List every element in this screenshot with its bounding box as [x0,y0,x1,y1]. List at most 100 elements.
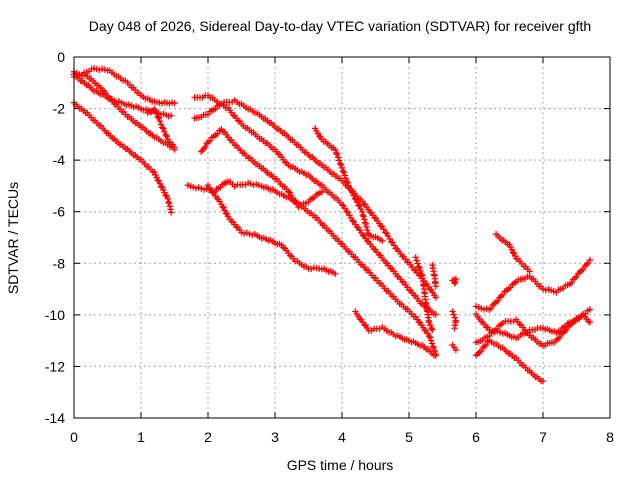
y-tick-label: -14 [45,410,65,426]
series-track-2 [70,68,178,153]
data-point [162,131,169,139]
series-track-5 [144,106,178,151]
series-track-10 [204,181,339,278]
series-track-6 [191,92,439,318]
data-point [418,270,425,278]
data-point [346,185,354,192]
data-point [509,249,517,256]
series-track-16 [449,308,460,332]
data-point [161,128,168,135]
data-point [427,321,434,329]
series-track-17 [449,341,460,354]
data-point [344,179,351,187]
data-point [432,283,439,290]
data-point [450,311,457,318]
data-point [351,195,358,202]
y-axis-label: SDTVAR / TECUs [5,182,21,294]
data-point [355,201,362,209]
data-point [339,167,347,175]
data-point [160,125,167,132]
data-point [337,161,345,168]
data-point [363,223,370,231]
data-point [152,107,159,114]
series-track-11 [312,125,386,245]
data-point [415,263,422,270]
series-track-14 [429,261,439,290]
data-point [432,352,439,359]
data-point [340,169,348,176]
data-point [285,188,292,195]
series-track-15 [449,275,460,287]
data-point [202,143,209,151]
data-point [354,199,361,206]
data-point [345,182,352,190]
x-tick-label: 5 [405,429,413,445]
data-point [154,113,161,121]
data-point [154,177,161,184]
data-point [430,344,438,352]
data-point [332,270,339,278]
data-point [452,278,459,286]
data-point [342,175,350,182]
data-point [360,213,367,220]
data-point [416,264,423,272]
series-track-12 [352,308,439,359]
data-point [526,268,533,275]
data-point [586,318,594,326]
x-tick-label: 3 [271,429,279,445]
series-track-18 [472,256,594,313]
data-point [425,332,433,340]
x-tick-label: 2 [204,429,212,445]
data-point [364,226,371,234]
data-point [586,256,594,264]
data-point [379,237,386,245]
y-tick-label: -10 [45,307,65,323]
data-point [334,151,341,158]
data-point [452,275,460,283]
data-point [413,257,420,264]
data-point [432,294,439,301]
data-point [451,280,458,287]
x-axis-tick-labels: 0 1 2 3 4 5 6 7 8 [70,429,614,445]
y-tick-label: -2 [53,101,66,117]
data-point [157,121,165,128]
y-tick-label: 0 [57,49,65,65]
x-tick-label: 0 [70,429,78,445]
axis-ticks [73,56,611,419]
data-point [425,318,433,326]
data-point [163,132,170,140]
series-track-21 [472,306,594,349]
data-point [449,308,456,315]
data-point [539,377,547,385]
data-point [429,343,437,350]
data-points [70,65,594,385]
data-point [171,99,178,107]
x-tick-label: 4 [338,429,346,445]
data-point [352,196,360,203]
data-point [162,192,169,199]
data-point [332,146,339,154]
data-point [361,219,369,226]
y-tick-label: -6 [53,204,66,220]
data-point [151,106,158,113]
data-point [426,334,434,341]
data-point [359,211,367,219]
data-point [316,132,323,140]
data-point [451,314,458,321]
data-point [362,220,370,228]
data-point [336,160,344,167]
series-track-22 [492,230,533,275]
data-point [451,325,458,332]
data-point [333,149,340,157]
series-track-9 [184,178,439,358]
data-point [586,306,594,313]
data-point [338,164,346,172]
data-point [155,114,163,122]
data-point [357,205,365,213]
x-tick-label: 6 [472,429,480,445]
plot-frame [73,56,611,419]
data-point [347,186,355,194]
data-point [167,209,175,216]
data-point [349,189,356,196]
x-tick-label: 7 [539,429,547,445]
